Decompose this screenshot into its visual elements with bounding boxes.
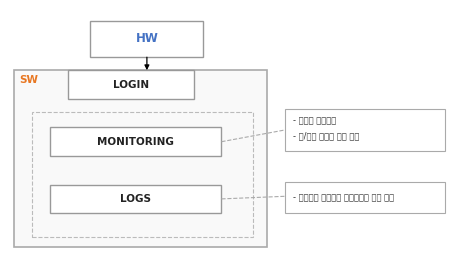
Bar bbox=[14, 70, 266, 247]
Text: - 전력량 모니터링: - 전력량 모니터링 bbox=[292, 116, 336, 125]
Bar bbox=[90, 21, 203, 57]
Text: - 프로그램 시작에서 종료까지의 로그 확인: - 프로그램 시작에서 종료까지의 로그 확인 bbox=[292, 193, 393, 202]
Bar bbox=[284, 109, 444, 151]
Text: LOGIN: LOGIN bbox=[113, 80, 149, 89]
Bar bbox=[50, 185, 221, 213]
Text: MONITORING: MONITORING bbox=[97, 137, 174, 147]
Bar bbox=[68, 70, 194, 99]
Bar bbox=[284, 182, 444, 213]
Bar bbox=[32, 112, 253, 237]
Text: - 송/수신 데이터 정보 확인: - 송/수신 데이터 정보 확인 bbox=[292, 132, 359, 141]
Bar bbox=[50, 127, 221, 156]
Text: LOGS: LOGS bbox=[120, 194, 151, 204]
Text: HW: HW bbox=[135, 32, 158, 46]
Text: SW: SW bbox=[19, 75, 38, 85]
